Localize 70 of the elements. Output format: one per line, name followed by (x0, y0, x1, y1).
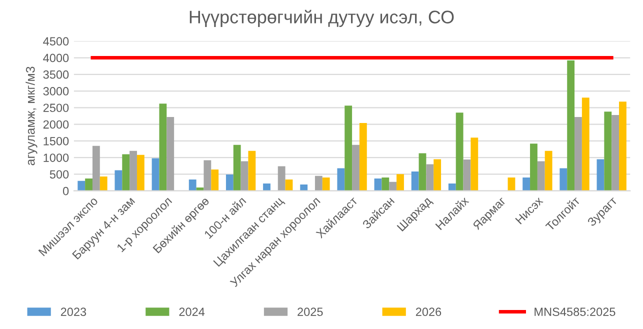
bar (434, 159, 442, 191)
bar (352, 144, 360, 191)
bar (530, 144, 538, 191)
y-tick-label: 3500 (43, 70, 69, 79)
bar (463, 160, 471, 191)
legend-label: 2025 (298, 308, 323, 316)
y-tick-label: 3000 (43, 87, 69, 96)
bar (204, 160, 212, 191)
y-tick-label: 1500 (44, 136, 69, 146)
bar (114, 170, 122, 191)
bar (136, 154, 144, 191)
bar (100, 176, 108, 191)
bar (567, 60, 575, 191)
bar (240, 161, 248, 191)
bar (92, 146, 100, 191)
y-tick-label: 2500 (43, 104, 69, 112)
legend-label: MNS4585:2025 (534, 308, 616, 316)
bar (263, 184, 270, 191)
bar (604, 112, 612, 191)
bar (612, 114, 620, 191)
legend-label: 2024 (179, 308, 205, 316)
bar (396, 174, 404, 191)
bar (159, 104, 167, 191)
bar (248, 150, 256, 191)
bar (278, 166, 286, 191)
bar (544, 150, 552, 191)
bar (85, 178, 92, 191)
bar (411, 172, 419, 191)
y-tick-label: 500 (50, 170, 69, 179)
bar (382, 178, 390, 191)
bar (456, 112, 464, 191)
bar (226, 174, 234, 191)
y-axis-title: агууламж, мкг/м3 (26, 66, 38, 166)
bar (322, 178, 330, 191)
bar (596, 159, 604, 191)
bar (522, 178, 530, 191)
bar (188, 180, 196, 191)
legend-label: 2026 (416, 308, 442, 316)
y-tick-label: 0 (62, 186, 69, 196)
bar (508, 178, 516, 191)
bar (122, 154, 130, 191)
bar (537, 161, 545, 191)
bar (300, 184, 308, 191)
legend-label: 2023 (60, 308, 86, 316)
bar (582, 98, 590, 191)
bar (448, 184, 456, 191)
chart-title: Нүүрстөрөгчийн дутуу исэл, СО (190, 10, 454, 28)
bar (337, 168, 345, 191)
bar (619, 102, 626, 191)
bar (426, 164, 434, 191)
y-tick-label: 2000 (43, 120, 69, 129)
y-tick-label: 4000 (43, 54, 69, 62)
bar (152, 158, 160, 191)
bar (233, 144, 241, 191)
bar (418, 153, 426, 191)
bar (560, 168, 568, 191)
y-tick-label: 4500 (43, 37, 69, 46)
bar (78, 180, 86, 191)
bar (166, 116, 174, 191)
bar (470, 138, 478, 191)
bar (314, 176, 322, 191)
bar (285, 180, 293, 191)
bar (130, 150, 137, 191)
y-tick-label: 1000 (44, 154, 69, 162)
bar (374, 178, 382, 191)
bar (344, 106, 352, 191)
bar (389, 182, 397, 191)
bar (211, 170, 219, 191)
bar (359, 122, 367, 191)
bar (574, 116, 582, 191)
